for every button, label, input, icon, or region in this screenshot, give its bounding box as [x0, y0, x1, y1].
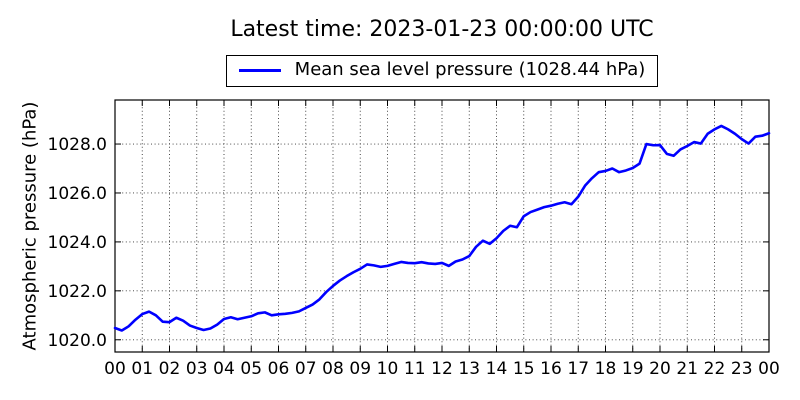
y-tick-label: 1022.0 [48, 282, 107, 302]
y-tick-label: 1024.0 [48, 233, 107, 253]
x-tick-label: 09 [349, 359, 371, 379]
legend-line-swatch [238, 68, 281, 72]
x-tick-label: 17 [567, 359, 589, 379]
y-tick-label: 1020.0 [48, 331, 107, 351]
y-tick-label: 1028.0 [48, 135, 107, 155]
x-tick-label: 06 [268, 359, 290, 379]
x-tick-label: 21 [676, 359, 698, 379]
x-tick-label: 00 [104, 359, 126, 379]
pressure-line [113, 124, 771, 332]
x-tick-label: 12 [431, 359, 453, 379]
x-tick-label: 03 [186, 359, 208, 379]
x-tick-label: 05 [240, 359, 262, 379]
x-tick-label: 04 [213, 359, 235, 379]
x-tick-label: 11 [404, 359, 426, 379]
legend: Mean sea level pressure (1028.44 hPa) [115, 55, 769, 87]
x-tick-label: 00 [758, 359, 780, 379]
x-tick-label: 07 [295, 359, 317, 379]
x-tick-label: 08 [322, 359, 344, 379]
legend-box: Mean sea level pressure (1028.44 hPa) [225, 55, 659, 87]
legend-label: Mean sea level pressure (1028.44 hPa) [294, 59, 646, 80]
x-tick-label: 15 [513, 359, 535, 379]
y-tick-label: 1026.0 [48, 184, 107, 204]
x-tick-label: 13 [458, 359, 480, 379]
x-tick-label: 20 [649, 359, 671, 379]
x-tick-label: 18 [595, 359, 617, 379]
x-tick-label: 16 [540, 359, 562, 379]
x-tick-label: 01 [131, 359, 153, 379]
chart-title: Latest time: 2023-01-23 00:00:00 UTC [230, 17, 654, 42]
x-tick-label: 22 [704, 359, 726, 379]
x-tick-label: 02 [159, 359, 181, 379]
x-tick-label: 10 [377, 359, 399, 379]
x-tick-label: 19 [622, 359, 644, 379]
x-tick-label: 23 [731, 359, 753, 379]
x-tick-label: 14 [486, 359, 508, 379]
axes-frame [114, 99, 770, 353]
